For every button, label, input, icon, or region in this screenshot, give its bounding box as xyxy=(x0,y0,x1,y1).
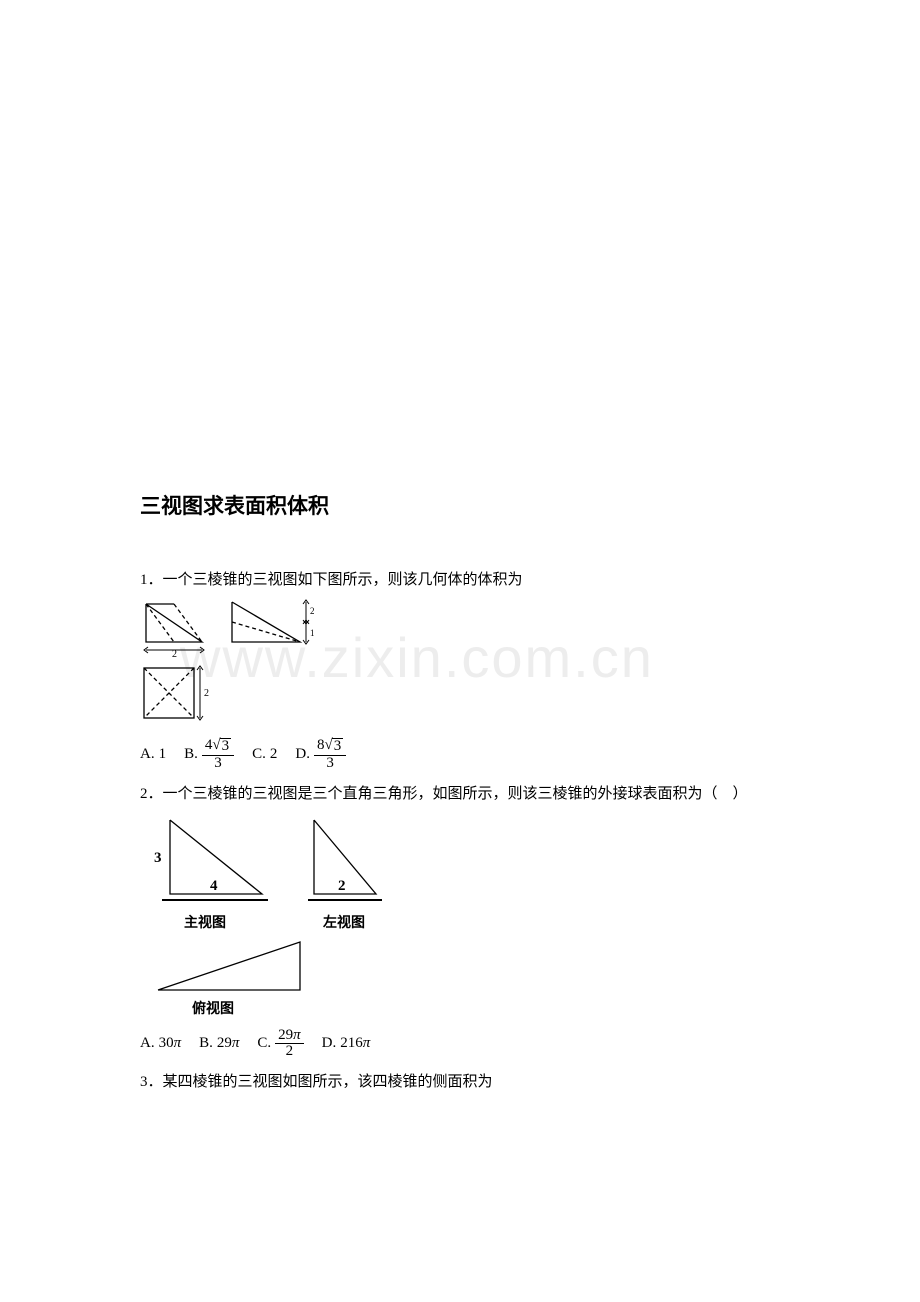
q1-d-frac: 8√3 3 xyxy=(314,738,346,772)
q2-b-label: B. xyxy=(199,1035,213,1052)
q2-fig-row1: 3 4 主视图 2 左视图 xyxy=(140,812,780,932)
q1-d-coef: 8 xyxy=(317,737,325,753)
q2-text: 2．一个三棱锥的三视图是三个直角三角形，如图所示，则该三棱锥的外接球表面积为（ … xyxy=(140,782,780,806)
q1-opt-c: C. 2 xyxy=(252,746,277,763)
q1-fig2-dim-top: 2 xyxy=(310,606,315,616)
q2-c-num: 29 xyxy=(278,1027,293,1043)
q1-fig1-dim: 2 xyxy=(172,649,177,658)
q1-fig2-dim-bot: 1 xyxy=(310,628,315,638)
q1-options: A. 1 B. 4√3 3 C. 2 D. 8√3 3 xyxy=(140,738,780,772)
q2-main-caption: 主视图 xyxy=(140,912,270,932)
q1-c-val: 2 xyxy=(270,746,278,763)
q2-opt-d: D. 216π xyxy=(322,1035,371,1052)
q1-opt-a: A. 1 xyxy=(140,746,166,763)
q1-figure3: 2 xyxy=(140,662,212,728)
q1-figure1: 2 xyxy=(140,598,218,658)
q2-top-caption: 俯视图 xyxy=(140,998,308,1018)
q1-opt-d: D. 8√3 3 xyxy=(295,738,346,772)
q2-opt-b: B. 29π xyxy=(199,1035,239,1052)
q2-main-dim-h: 4 xyxy=(210,878,218,894)
q2-c-den: 2 xyxy=(283,1044,297,1060)
q2-d-coef: 216 xyxy=(340,1035,363,1051)
q1-text: 1．一个三棱锥的三视图如下图所示，则该几何体的体积为 xyxy=(140,568,780,592)
q2-opt-a: A. 30π xyxy=(140,1035,181,1052)
q2-c-label: C. xyxy=(257,1035,271,1052)
q1-a-val: 1 xyxy=(159,746,167,763)
q2-left-wrap: 2 左视图 xyxy=(300,812,388,932)
q1-d-den: 3 xyxy=(323,756,337,772)
q2-b-coef: 29 xyxy=(217,1035,232,1051)
q2-top-wrap: 俯视图 xyxy=(140,936,308,1018)
q2-c-frac: 29π 2 xyxy=(275,1028,304,1061)
q2-options: A. 30π B. 29π C. 29π 2 D. 216π xyxy=(140,1028,780,1061)
page-content: 三视图求表面积体积 1．一个三棱锥的三视图如下图所示，则该几何体的体积为 2 xyxy=(140,490,780,1100)
q2-left-dim-h: 2 xyxy=(338,878,346,894)
q1-b-frac: 4√3 3 xyxy=(202,738,234,772)
q1-b-label: B. xyxy=(184,746,198,763)
q1-d-rad: 3 xyxy=(332,738,344,755)
q2-fig-row2: 俯视图 xyxy=(140,936,780,1018)
q1-opt-b: B. 4√3 3 xyxy=(184,738,234,772)
q2-left-figure: 2 xyxy=(300,812,388,912)
q2-d-label: D. xyxy=(322,1035,337,1052)
q1-fig-row2: 2 xyxy=(140,662,780,728)
q2-left-caption: 左视图 xyxy=(300,912,388,932)
q2-main-wrap: 3 4 主视图 xyxy=(140,812,270,932)
q1-b-coef: 4 xyxy=(205,737,213,753)
q1-b-den: 3 xyxy=(211,756,225,772)
q2-opt-c: C. 29π 2 xyxy=(257,1028,303,1061)
q1-d-label: D. xyxy=(295,746,310,763)
q2-a-coef: 30 xyxy=(159,1035,174,1051)
q2-top-figure xyxy=(140,936,308,998)
q1-fig3-dim: 2 xyxy=(204,688,209,699)
q1-a-label: A. xyxy=(140,746,155,763)
q2-a-label: A. xyxy=(140,1035,155,1052)
q1-figure2: 2 1 xyxy=(228,598,320,658)
q3-text: 3．某四棱锥的三视图如图所示，该四棱锥的侧面积为 xyxy=(140,1070,780,1094)
q1-b-rad: 3 xyxy=(220,738,232,755)
q1-fig-row1: 2 2 1 xyxy=(140,598,780,658)
q2-main-figure: 3 4 xyxy=(140,812,270,912)
q1-c-label: C. xyxy=(252,746,266,763)
page-title: 三视图求表面积体积 xyxy=(140,490,780,520)
q2-main-dim-v: 3 xyxy=(154,850,162,866)
